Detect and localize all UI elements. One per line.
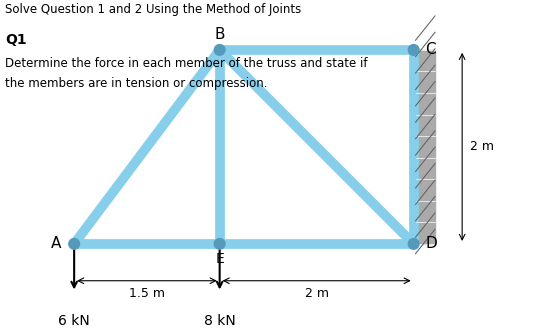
Circle shape [408, 238, 419, 249]
Text: 8 kN: 8 kN [204, 314, 235, 328]
Text: E: E [215, 252, 224, 266]
Text: 2 m: 2 m [470, 141, 494, 154]
Circle shape [69, 238, 80, 249]
Text: the members are in tension or compression.: the members are in tension or compressio… [5, 77, 268, 90]
Text: C: C [425, 42, 436, 57]
Text: Determine the force in each member of the truss and state if: Determine the force in each member of th… [5, 57, 368, 70]
Text: 2 m: 2 m [305, 287, 329, 300]
Text: Q1: Q1 [5, 33, 27, 47]
Text: A: A [51, 236, 62, 251]
Text: D: D [425, 236, 437, 251]
Text: B: B [215, 27, 225, 42]
Text: 6 kN: 6 kN [58, 314, 90, 328]
Text: 1.5 m: 1.5 m [129, 287, 165, 300]
Circle shape [215, 45, 225, 55]
Text: Solve Question 1 and 2 Using the Method of Joints: Solve Question 1 and 2 Using the Method … [5, 3, 302, 16]
Circle shape [215, 238, 225, 249]
Circle shape [408, 45, 419, 55]
